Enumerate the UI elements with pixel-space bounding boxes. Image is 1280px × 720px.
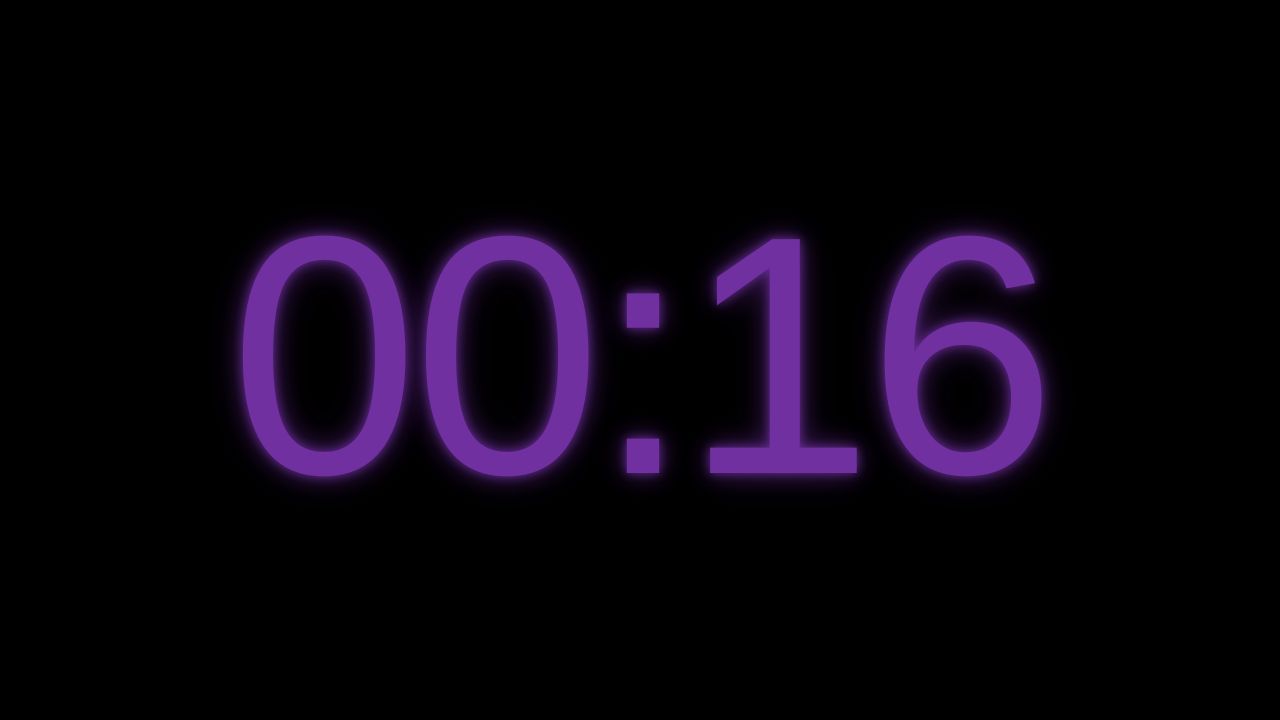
countdown-timer-display: 00:16 (229, 166, 1057, 546)
